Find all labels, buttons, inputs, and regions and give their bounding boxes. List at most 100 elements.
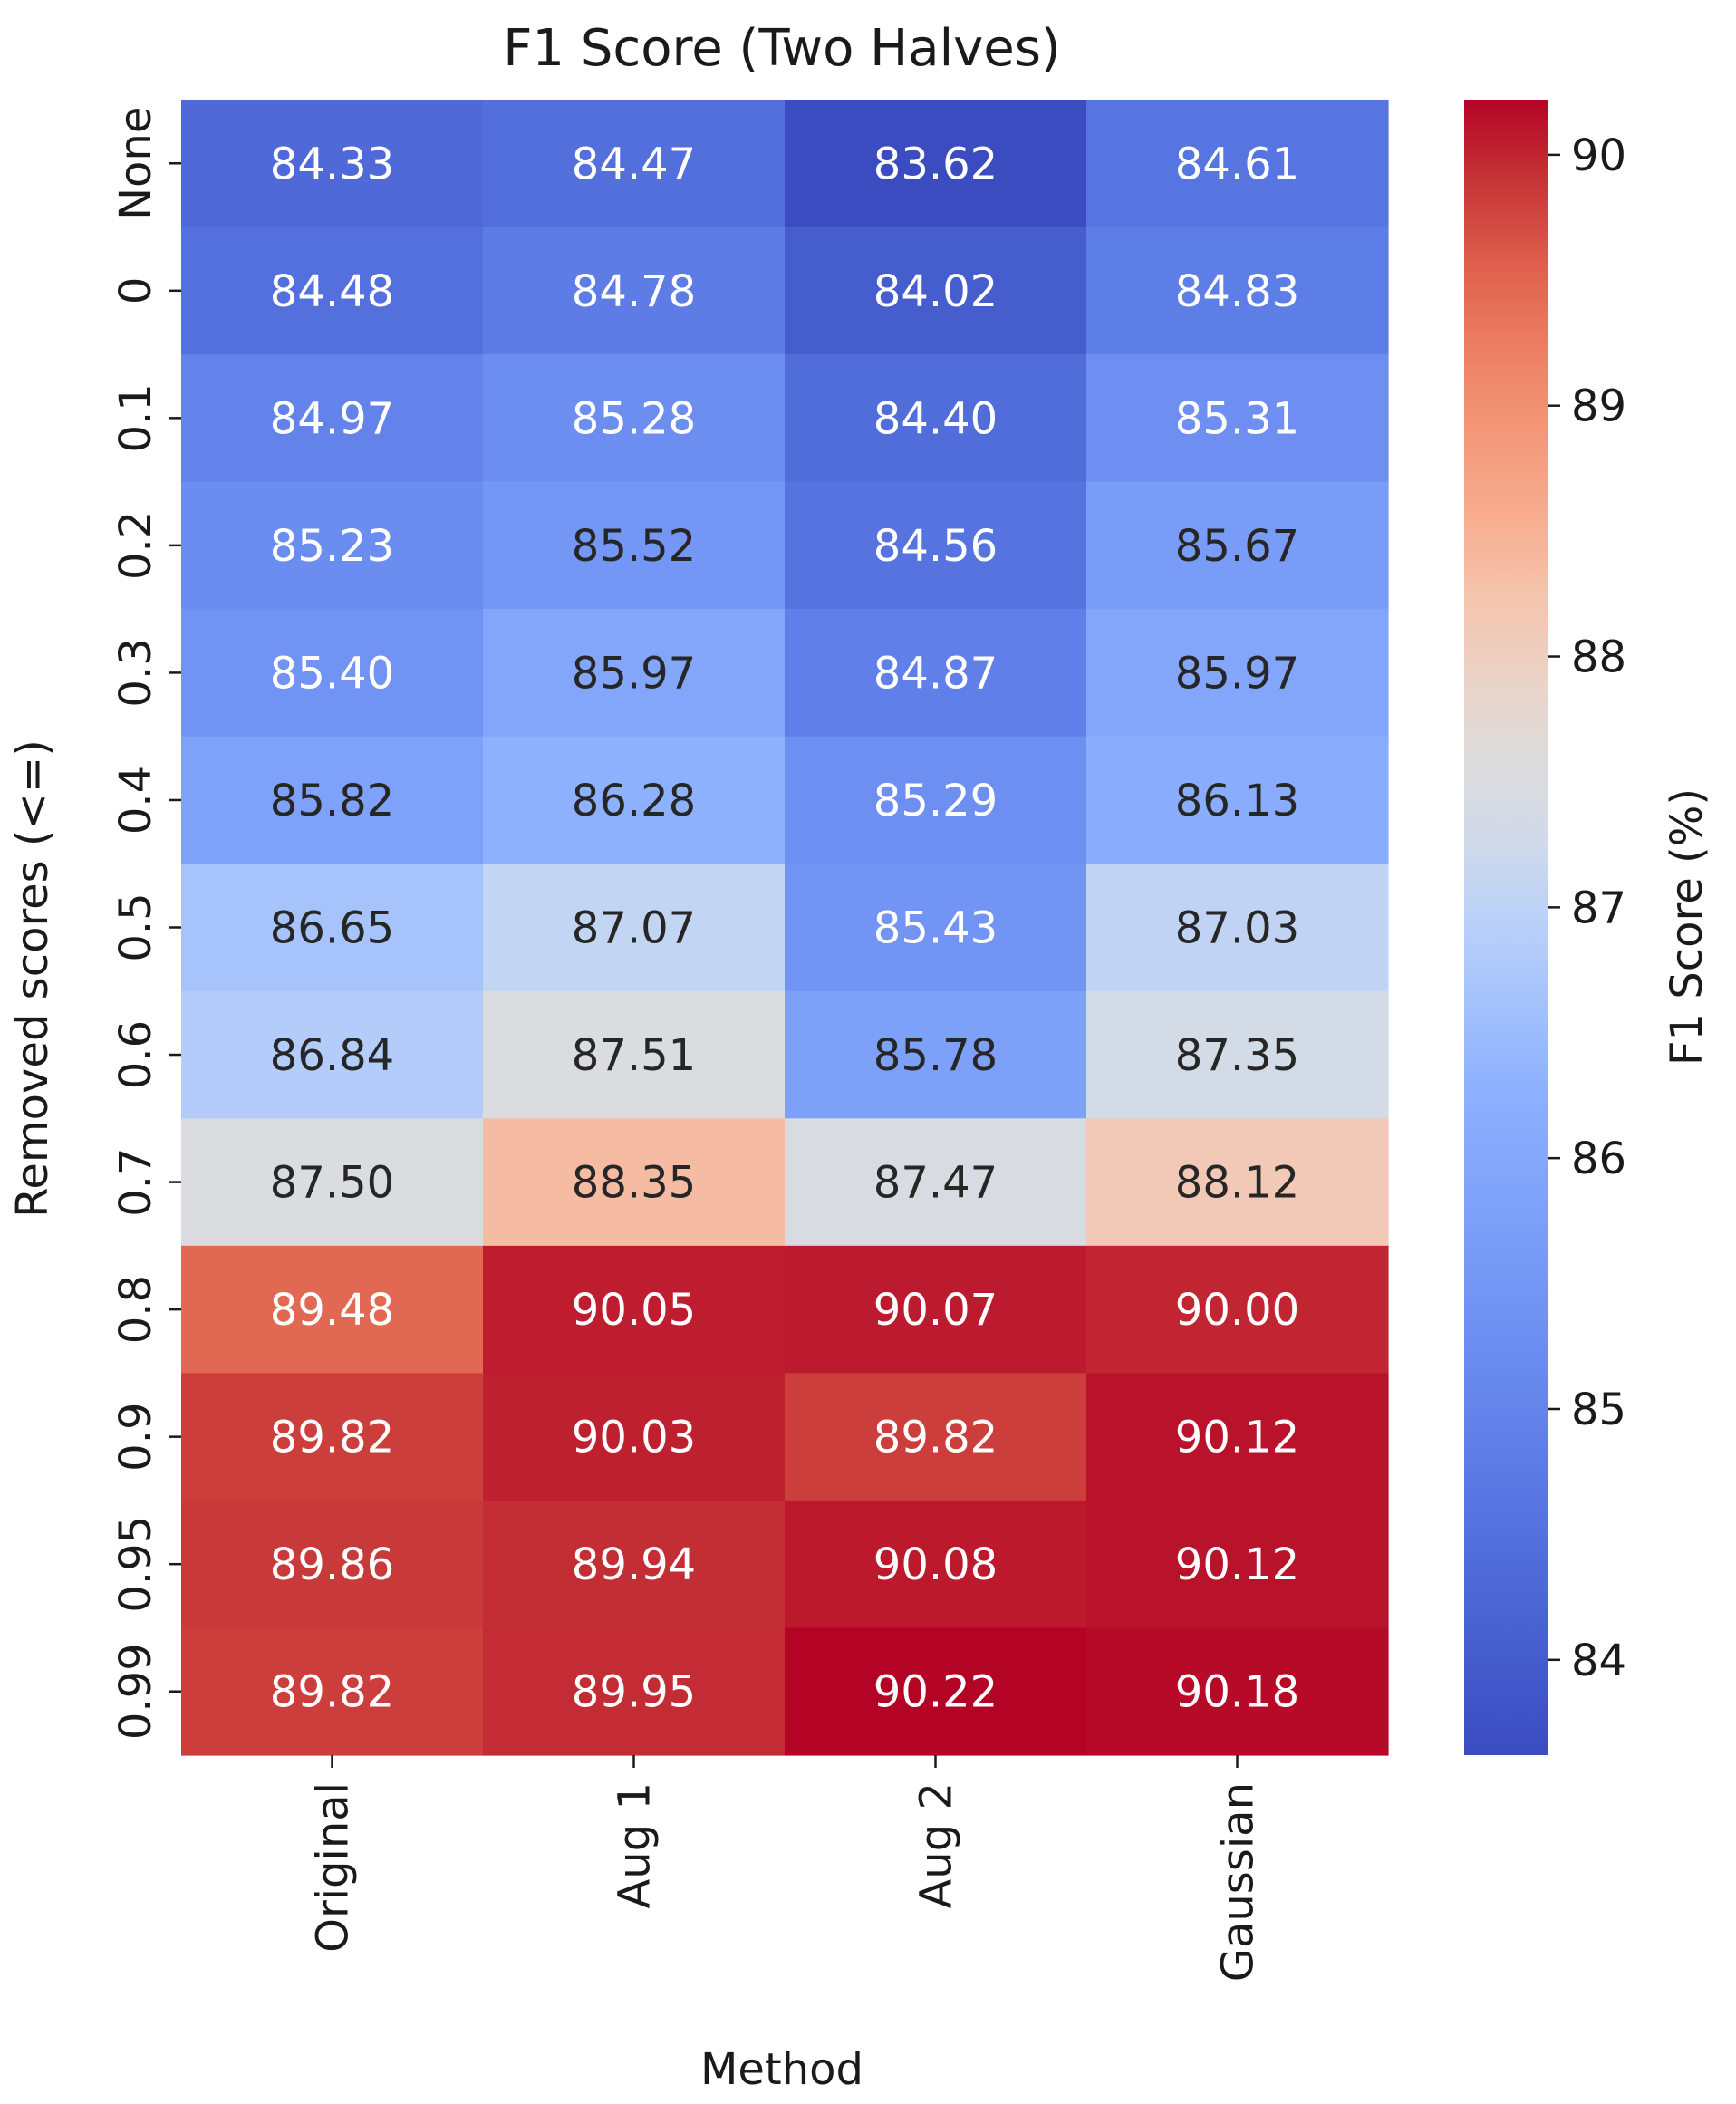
cell-value-label: 85.31: [1175, 393, 1299, 444]
cell-value-label: 85.43: [873, 903, 998, 954]
cell-value-label: 84.33: [270, 139, 394, 189]
heatmap-cell: [483, 864, 786, 992]
cell-value-label: 90.12: [1175, 1539, 1299, 1590]
cell-value-label: 90.05: [572, 1285, 696, 1336]
heatmap-cell: [1086, 481, 1389, 610]
cell-value-label: 90.03: [572, 1413, 696, 1463]
heatmap-cell: [181, 481, 484, 610]
cell-value-label: 88.35: [572, 1158, 696, 1209]
heatmap-cell: [181, 609, 484, 738]
cell-value-label: 90.22: [873, 1667, 998, 1718]
cell-value-label: 85.52: [572, 521, 696, 572]
cell-value-label: 84.40: [873, 393, 998, 444]
cell-value-label: 84.47: [572, 139, 696, 189]
heatmap-cell: [483, 354, 786, 483]
colorbar-tick-label: 86: [1571, 1134, 1626, 1184]
y-tick-label: 0.99: [111, 1643, 161, 1740]
cell-value-label: 88.12: [1175, 1158, 1299, 1209]
heatmap-cells: 84.33 84.47 83.62 84.61 84.48 84.78 84.02 84.83…: [181, 100, 1389, 1756]
cell-value-label: 90.08: [873, 1539, 998, 1590]
colorbar-tick-label: 85: [1571, 1385, 1626, 1435]
colorbar-ticks: 84 85 86 87 88 89 90: [1548, 130, 1626, 1686]
cell-value-label: 86.28: [572, 776, 696, 826]
cell-value-label: 89.82: [270, 1413, 394, 1463]
heatmap-cell: [181, 1373, 484, 1501]
cell-value-label: 84.97: [270, 393, 394, 444]
cell-value-label: 84.78: [572, 266, 696, 317]
cell-value-label: 86.65: [270, 903, 394, 954]
colorbar-tick-label: 88: [1571, 632, 1626, 683]
cell-value-label: 83.62: [873, 139, 998, 189]
heatmap-cell: [1086, 354, 1389, 483]
heatmap-cell: [785, 1245, 1087, 1374]
colorbar: [1464, 100, 1548, 1755]
heatmap-cell: [181, 1118, 484, 1247]
heatmap-cell: [1086, 864, 1389, 992]
heatmap-cell: [483, 100, 786, 228]
heatmap-cell: [483, 1245, 786, 1374]
cell-value-label: 85.23: [270, 521, 394, 572]
x-tick-label: Aug 1: [610, 1782, 661, 1909]
heatmap-cell: [483, 1627, 786, 1756]
cell-value-label: 86.84: [270, 1030, 394, 1081]
heatmap-cell: [1086, 1500, 1389, 1629]
heatmap-cell: [483, 227, 786, 355]
heatmap-cell: [181, 864, 484, 992]
heatmap-cell: [1086, 1118, 1389, 1247]
cell-value-label: 89.82: [270, 1667, 394, 1718]
heatmap-cell: [785, 354, 1087, 483]
y-tick-label: 0.6: [111, 1020, 161, 1089]
heatmap-cell: [785, 1500, 1087, 1629]
colorbar-tick-label: 84: [1571, 1636, 1626, 1686]
heatmap-cell: [785, 736, 1087, 864]
cell-value-label: 90.18: [1175, 1667, 1299, 1718]
cell-value-label: 85.28: [572, 393, 696, 444]
cell-value-label: 85.97: [572, 648, 696, 699]
heatmap-cell: [181, 1500, 484, 1629]
cell-value-label: 87.51: [572, 1030, 696, 1081]
x-tick-label: Gaussian: [1213, 1782, 1264, 1982]
heatmap-cell: [785, 990, 1087, 1119]
heatmap-cell: [1086, 736, 1389, 864]
heatmap-cell: [1086, 990, 1389, 1119]
y-tick-label: 0.2: [111, 511, 161, 580]
x-tick-label: Original: [308, 1782, 359, 1953]
x-axis-label: Method: [700, 2044, 863, 2095]
y-tick-label: None: [111, 107, 161, 220]
cell-value-label: 89.48: [270, 1285, 394, 1336]
heatmap-cell: [483, 481, 786, 610]
heatmap-cell: [483, 1118, 786, 1247]
cell-value-label: 85.78: [873, 1030, 998, 1081]
x-axis-ticks: Original Aug 1 Aug 2 Gaussian: [308, 1755, 1264, 1982]
heatmap-cell: [1086, 227, 1389, 355]
heatmap-cell: [483, 990, 786, 1119]
heatmap-cell: [1086, 1373, 1389, 1501]
heatmap-cell: [785, 1627, 1087, 1756]
heatmap-cell: [483, 1373, 786, 1501]
heatmap-cell: [181, 227, 484, 355]
heatmap-cell: [483, 1500, 786, 1629]
y-tick-label: 0.3: [111, 638, 161, 707]
colorbar-label: F1 Score (%): [1662, 788, 1712, 1066]
heatmap-cell: [1086, 609, 1389, 738]
cell-value-label: 89.82: [873, 1413, 998, 1463]
y-tick-label: 0.5: [111, 893, 161, 961]
y-axis-ticks: None 0 0.1 0.2 0.3 0.4 0.5 0.6 0.7 0.8 0.9 0.95 0.99: [111, 107, 181, 1740]
y-tick-label: 0: [111, 277, 161, 305]
y-axis-label: Removed scores (<=): [7, 739, 58, 1218]
heatmap-cell: [785, 1118, 1087, 1247]
heatmap-cell: [1086, 100, 1389, 228]
chart-title: F1 Score (Two Halves): [503, 19, 1061, 78]
cell-value-label: 85.82: [270, 776, 394, 826]
cell-value-label: 90.00: [1175, 1285, 1299, 1336]
cell-value-label: 84.61: [1175, 139, 1299, 189]
y-tick-label: 0.4: [111, 766, 161, 835]
heatmap-cell: [483, 736, 786, 864]
heatmap-cell: [181, 990, 484, 1119]
heatmap-cell: [483, 609, 786, 738]
heatmap-cell: [785, 1373, 1087, 1501]
cell-value-label: 84.48: [270, 266, 394, 317]
cell-value-label: 89.94: [572, 1539, 696, 1590]
cell-value-label: 90.12: [1175, 1413, 1299, 1463]
